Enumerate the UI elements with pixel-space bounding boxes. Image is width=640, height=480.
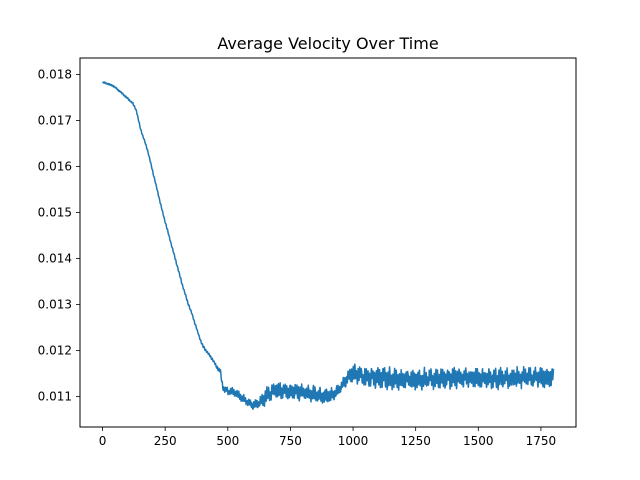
x-tick-label: 250 xyxy=(154,434,177,448)
y-tick-label: 0.011 xyxy=(38,390,72,404)
y-tick-label: 0.016 xyxy=(38,160,72,174)
x-tick-label: 500 xyxy=(216,434,239,448)
y-tick-label: 0.018 xyxy=(38,68,72,82)
x-tick-label: 1500 xyxy=(463,434,494,448)
y-tick-label: 0.014 xyxy=(38,252,72,266)
y-tick-label: 0.013 xyxy=(38,298,72,312)
x-axis: 0 250 500 750 1000 1250 1500 1750 xyxy=(99,427,556,448)
x-tick-label: 0 xyxy=(99,434,107,448)
series-line xyxy=(101,81,555,410)
y-tick-label: 0.017 xyxy=(38,114,72,128)
chart-title: Average Velocity Over Time xyxy=(217,34,438,53)
x-tick-label: 1750 xyxy=(526,434,557,448)
x-tick-label: 750 xyxy=(279,434,302,448)
data-layer xyxy=(101,81,555,410)
y-tick-label: 0.012 xyxy=(38,344,72,358)
x-tick-label: 1250 xyxy=(400,434,431,448)
y-tick-label: 0.015 xyxy=(38,206,72,220)
y-axis: 0.011 0.012 0.013 0.014 0.015 0.016 0.017 0.018 xyxy=(38,68,80,404)
x-tick-label: 1000 xyxy=(338,434,369,448)
plot-frame xyxy=(79,57,577,428)
